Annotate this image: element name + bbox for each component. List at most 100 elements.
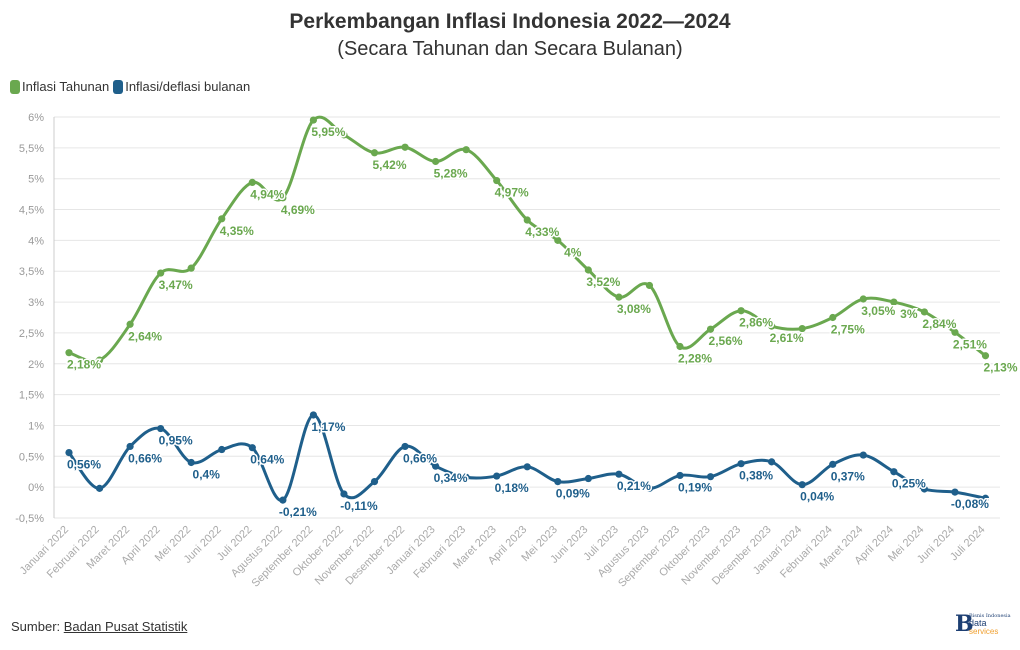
data-point [676, 471, 684, 480]
logo-data-text: data [969, 618, 987, 628]
data-point [554, 236, 562, 244]
data-point [615, 293, 623, 301]
data-label: 0,04% [800, 490, 834, 504]
data-point [218, 445, 226, 454]
data-label: 2,75% [831, 323, 865, 337]
data-point [737, 307, 745, 315]
legend-item-annual[interactable]: Inflasi Tahunan [10, 79, 109, 94]
data-label: 3,08% [617, 302, 651, 316]
data-label: 0,95% [159, 434, 193, 448]
data-label: 0,56% [67, 458, 101, 472]
data-point [401, 442, 409, 451]
y-tick-label: 2,5% [19, 328, 44, 340]
data-label: 2,84% [922, 317, 956, 331]
data-point [645, 484, 654, 492]
data-point [584, 266, 592, 274]
data-label: 3% [900, 307, 918, 321]
data-label: 4,33% [525, 225, 559, 239]
data-point [279, 194, 287, 202]
data-label: 0,18% [495, 481, 529, 495]
y-tick-label: 1% [28, 420, 44, 432]
data-point [920, 308, 929, 316]
y-tick-label: 5% [28, 174, 44, 186]
data-label: 4,69% [281, 203, 315, 217]
data-label: 0,4% [193, 467, 221, 481]
data-point [920, 485, 929, 493]
data-point [432, 462, 440, 470]
data-point [187, 264, 195, 272]
data-label: 5,95% [311, 125, 345, 139]
data-point [859, 295, 867, 303]
data-label: 2,13% [983, 361, 1017, 375]
data-label: -0,11% [340, 499, 378, 513]
legend-label-monthly: Inflasi/deflasi bulanan [125, 79, 251, 94]
data-point [951, 488, 959, 496]
y-tick-label: 3,5% [19, 266, 44, 278]
data-point [706, 473, 715, 481]
data-label: -0,21% [279, 505, 317, 519]
data-label: 2,61% [770, 331, 804, 345]
data-label: 2,51% [953, 337, 987, 351]
y-tick-label: 6% [28, 112, 44, 124]
data-point [370, 478, 379, 486]
data-point [65, 449, 73, 457]
data-point [523, 463, 531, 471]
logo-services-text: services [969, 627, 999, 636]
data-point [493, 472, 501, 480]
chart-subtitle: (Secara Tahunan dan Secara Bulanan) [337, 38, 683, 60]
y-tick-label: 5,5% [19, 143, 44, 155]
data-point [951, 328, 959, 336]
y-tick-label: -0,5% [15, 513, 44, 525]
data-label: 4,35% [220, 224, 254, 238]
source-link[interactable]: Badan Pusat Statistik [63, 619, 188, 634]
data-label: 0,37% [831, 469, 865, 483]
data-label: 4% [564, 245, 582, 259]
y-tick-label: 4% [28, 235, 44, 247]
data-point [798, 481, 806, 489]
data-point [706, 325, 715, 333]
data-point [340, 490, 348, 498]
data-point [676, 342, 684, 351]
data-point [157, 269, 165, 277]
data-point [768, 458, 776, 466]
legend-item-monthly[interactable]: Inflasi/deflasi bulanan [113, 79, 250, 94]
data-point [615, 470, 623, 478]
data-label: 3,47% [159, 278, 193, 292]
data-point [432, 157, 440, 166]
y-tick-label: 3% [28, 297, 44, 309]
y-tick-label: 2% [28, 359, 44, 371]
data-point [798, 325, 806, 333]
data-label: 2,56% [709, 334, 743, 348]
data-point [95, 356, 104, 364]
y-tick-label: 1,5% [19, 390, 44, 402]
data-point [890, 298, 898, 306]
data-point [768, 322, 776, 330]
data-label: 2,64% [128, 329, 162, 343]
chart-title: Perkembangan Inflasi Indonesia 2022—2024 [289, 10, 731, 33]
data-point [309, 411, 317, 419]
data-label: 0,19% [678, 480, 712, 494]
data-label: 4,94% [250, 187, 284, 201]
legend: Inflasi Tahunan Inflasi/deflasi bulanan [10, 79, 254, 94]
data-label: 3,52% [586, 275, 620, 289]
data-point [523, 216, 531, 224]
data-point [340, 131, 348, 139]
data-label: 0,09% [556, 487, 590, 501]
logo-letter-icon: B [955, 611, 974, 637]
legend-swatch-monthly [113, 79, 124, 94]
data-point [309, 116, 317, 124]
data-label: 4,97% [495, 186, 529, 200]
data-point [859, 451, 867, 459]
y-tick-label: 0% [28, 482, 44, 494]
data-label: 1,17% [311, 420, 345, 434]
data-point [279, 496, 287, 504]
data-point [981, 352, 990, 360]
data-label: 5,28% [434, 166, 468, 180]
logo-brand-text: Bisnis Indonesia [969, 613, 1011, 619]
data-label: 0,21% [617, 479, 651, 493]
legend-swatch-annual [10, 79, 20, 94]
data-label: 0,66% [128, 451, 162, 465]
data-point [218, 215, 226, 223]
data-point [554, 478, 562, 486]
data-point [737, 460, 745, 468]
